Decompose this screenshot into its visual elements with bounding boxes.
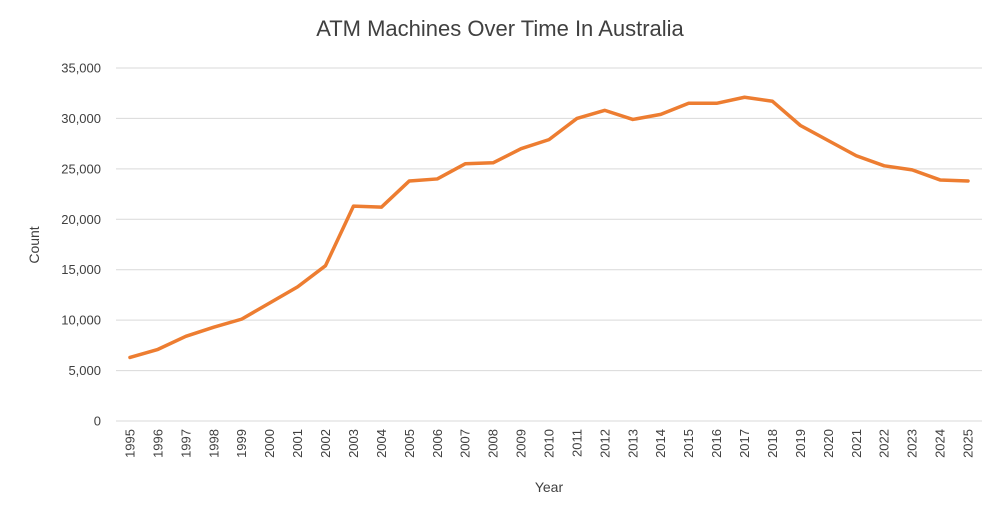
x-tick-label: 2021 [849,429,864,458]
y-tick-label: 15,000 [61,262,101,277]
gridlines [116,67,982,422]
x-tick-label: 1998 [206,429,221,458]
x-tick-label: 2001 [290,429,305,458]
x-tick-label: 1996 [150,429,165,458]
x-tick-label: 2020 [821,429,836,458]
x-tick-label: 2009 [514,429,529,458]
y-tick-label: 35,000 [61,61,101,76]
x-tick-label: 2005 [402,429,417,458]
y-tick-label: 10,000 [61,313,101,328]
x-tick-label: 2013 [625,429,640,458]
x-axis-tick-labels: 1995 1996 1997 1998 1999 2000 2001 2002 2003 2004… [122,429,975,458]
series-lines [128,95,970,360]
x-tick-label: 2010 [542,429,557,458]
x-tick-label: 2003 [346,429,361,458]
y-tick-label: 0 [94,414,101,429]
x-tick-label: 2024 [933,429,948,458]
y-tick-label: 20,000 [61,212,101,227]
x-tick-label: 2007 [458,429,473,458]
y-axis-tick-labels: 0 5,000 10,000 15,000 20,000 25,000 30,000 35,0… [61,61,101,429]
chart-title: ATM Machines Over Time In Australia [316,16,684,41]
y-tick-label: 25,000 [61,161,101,176]
x-tick-label: 2004 [374,429,389,458]
x-tick-label: 2002 [318,429,333,458]
x-axis-title: Year [535,479,564,495]
x-tick-label: 2015 [681,429,696,458]
x-tick-label: 2018 [765,429,780,458]
x-tick-label: 1999 [234,429,249,458]
x-tick-label: 2023 [905,429,920,458]
x-tick-label: 2019 [793,429,808,458]
x-tick-label: 2016 [709,429,724,458]
x-tick-label: 2022 [877,429,892,458]
x-tick-label: 2006 [430,429,445,458]
x-tick-label: 2000 [262,429,277,458]
y-axis-title: Count [26,226,42,263]
x-tick-label: 1997 [178,429,193,458]
x-tick-label: 2012 [597,429,612,458]
x-tick-label: 2017 [737,429,752,458]
y-tick-label: 30,000 [61,111,101,126]
x-tick-label: 2025 [961,429,976,458]
x-tick-label: 2014 [653,429,668,458]
series-line [128,95,970,360]
x-tick-label: 1995 [122,429,137,458]
x-tick-label: 2011 [569,429,584,457]
x-tick-label: 2008 [486,429,501,458]
y-tick-label: 5,000 [68,363,101,378]
